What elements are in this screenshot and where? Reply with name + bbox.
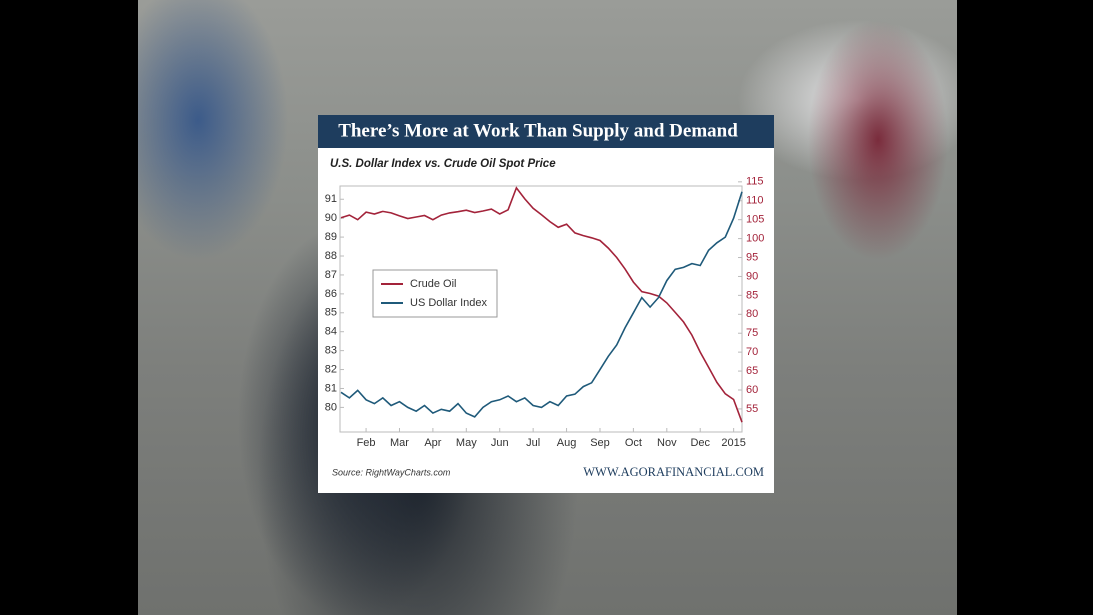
series-line	[340, 191, 743, 418]
y2-tick-label: 55	[746, 403, 758, 415]
x-tick-label: Apr	[424, 437, 441, 449]
x-tick-label: Dec	[690, 437, 710, 449]
y2-tick-label: 65	[746, 365, 758, 377]
y2-tick-label: 95	[746, 251, 758, 263]
y-tick-label: 83	[325, 345, 337, 357]
y2-tick-label: 105	[746, 214, 764, 226]
x-tick-label: Jun	[491, 437, 509, 449]
y2-tick-label: 100	[746, 233, 764, 245]
x-tick-label: Sep	[590, 437, 610, 449]
y2-tick-label: 90	[746, 270, 758, 282]
y-tick-label: 86	[325, 288, 337, 300]
x-tick-label: Nov	[657, 437, 677, 449]
y2-tick-label: 80	[746, 308, 758, 320]
y-tick-label: 88	[325, 250, 337, 262]
x-tick-label: Feb	[357, 437, 376, 449]
source-note: Source: RightWayCharts.com	[332, 467, 451, 477]
chart: There’s More at Work Than Supply and Dem…	[318, 115, 774, 493]
y-tick-label: 80	[325, 401, 337, 413]
x-tick-label: Oct	[625, 437, 642, 449]
y-tick-label: 87	[325, 269, 337, 281]
chart-title: There’s More at Work Than Supply and Dem…	[338, 120, 738, 141]
chart-card: There’s More at Work Than Supply and Dem…	[318, 115, 774, 498]
y-tick-label: 84	[325, 326, 337, 338]
y2-tick-label: 60	[746, 384, 758, 396]
website: WWW.AGORAFINANCIAL.COM	[583, 465, 764, 479]
legend-label: Crude Oil	[410, 278, 456, 290]
legend-box	[372, 269, 498, 318]
y2-tick-label: 85	[746, 289, 758, 301]
y-tick-label: 91	[325, 193, 337, 205]
y2-tick-label: 75	[746, 327, 758, 339]
x-tick-label: Jul	[526, 437, 540, 449]
y2-tick-label: 70	[746, 346, 758, 358]
y-tick-label: 82	[325, 363, 337, 375]
x-tick-label: Aug	[557, 437, 577, 449]
y2-tick-label: 110	[746, 195, 764, 207]
series-line	[340, 186, 743, 423]
legend-label: US Dollar Index	[410, 297, 488, 309]
plot-frame	[339, 185, 743, 433]
y-tick-label: 81	[325, 382, 337, 394]
x-tick-label: May	[456, 437, 477, 449]
y2-tick-label: 115	[746, 176, 764, 188]
y-tick-label: 90	[325, 212, 337, 224]
title-bar	[318, 115, 774, 148]
y-tick-label: 85	[325, 307, 337, 319]
chart-subtitle: U.S. Dollar Index vs. Crude Oil Spot Pri…	[330, 158, 556, 170]
x-tick-label: Mar	[390, 437, 409, 449]
x-tick-label: 2015	[721, 437, 745, 449]
y-tick-label: 89	[325, 231, 337, 243]
